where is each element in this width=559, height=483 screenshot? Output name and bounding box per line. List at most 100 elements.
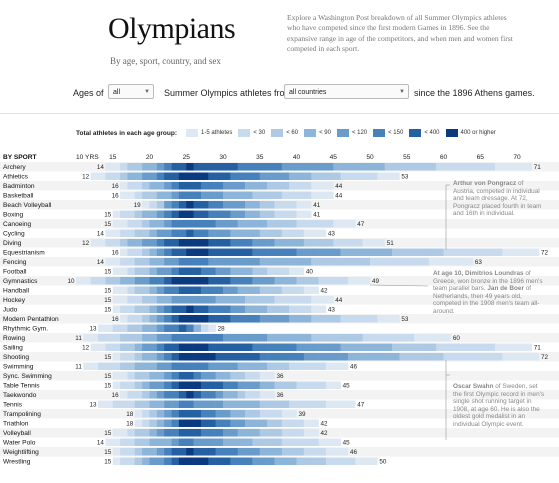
age-cell <box>178 229 187 237</box>
age-cell <box>120 381 128 389</box>
x-tick-label: 30 <box>219 154 227 161</box>
country-select[interactable]: all countries ▼ <box>284 84 409 99</box>
age-cell <box>171 448 180 456</box>
legend-label: < 90 <box>319 130 331 136</box>
age-cell <box>230 438 238 446</box>
age-cell <box>362 163 371 171</box>
min-age-label: 14 <box>97 259 105 266</box>
age-cell <box>267 448 275 456</box>
sport-label: Athletics <box>3 173 29 180</box>
age-cell <box>303 448 312 456</box>
age-cell <box>259 372 268 380</box>
age-cell <box>274 315 283 323</box>
age-cell <box>370 353 378 361</box>
note-connector <box>369 284 429 287</box>
age-cell <box>281 362 290 370</box>
age-cell <box>193 286 202 294</box>
age-cell <box>149 410 158 418</box>
age-cell <box>171 429 180 437</box>
age-cell <box>200 258 209 266</box>
age-cell <box>223 372 231 380</box>
age-cell <box>370 343 378 351</box>
age-cell <box>259 419 268 427</box>
age-cell <box>340 362 349 370</box>
age-cell <box>186 296 194 304</box>
age-cell <box>340 343 349 351</box>
age-cell <box>127 210 136 218</box>
age-cell <box>267 315 275 323</box>
age-cell <box>223 305 231 313</box>
age-cell <box>171 419 180 427</box>
age-cell <box>215 448 224 456</box>
age-cell <box>362 457 371 465</box>
age-cell <box>281 296 290 304</box>
age-cell <box>164 438 172 446</box>
age-cell <box>171 391 180 399</box>
age-cell <box>112 172 121 180</box>
age-cell <box>171 457 180 465</box>
sport-label: Hockey <box>3 297 26 304</box>
age-cell <box>134 400 143 408</box>
age-cell <box>230 305 238 313</box>
age-cell <box>362 239 371 247</box>
age-cell <box>156 220 165 228</box>
age-cell <box>90 172 99 180</box>
age-cell <box>325 163 334 171</box>
page-subtitle: By age, sport, country, and sex <box>110 56 221 66</box>
age-cell <box>105 229 114 237</box>
age-cell <box>355 457 363 465</box>
age-cell <box>347 258 356 266</box>
age-cell <box>267 391 275 399</box>
age-cell <box>252 353 261 361</box>
max-age-label: 39 <box>299 411 307 418</box>
age-cell <box>259 448 268 456</box>
age-cell <box>245 239 253 247</box>
age-cell <box>296 353 305 361</box>
age-cell <box>347 343 356 351</box>
age-cell <box>112 334 121 342</box>
age-cell <box>120 362 128 370</box>
age-cell <box>215 372 224 380</box>
age-cell <box>377 172 385 180</box>
age-cell <box>289 334 297 342</box>
age-cell <box>112 429 121 437</box>
age-cell <box>186 191 194 199</box>
age-cell <box>120 448 128 456</box>
max-age-label: 60 <box>453 335 461 342</box>
age-cell <box>230 353 238 361</box>
note-loundras: At age 10, Dimitrios Loundras of Greece,… <box>433 270 547 316</box>
age-cell <box>215 296 224 304</box>
age-cell <box>149 391 158 399</box>
age-cell <box>156 315 165 323</box>
age-cell <box>164 229 172 237</box>
age-cell <box>223 239 231 247</box>
age-cell <box>142 391 150 399</box>
age-cell <box>281 429 290 437</box>
age-cell <box>267 286 275 294</box>
max-age-label: 44 <box>335 183 343 190</box>
age-cell <box>112 457 121 465</box>
age-cell <box>105 258 114 266</box>
age-cell <box>362 258 371 266</box>
age-cell <box>281 286 290 294</box>
min-age-label: 15 <box>104 221 112 228</box>
age-cell <box>289 362 297 370</box>
age-cell <box>112 305 121 313</box>
age-cell <box>281 400 290 408</box>
age-cell <box>362 248 371 256</box>
age-cell <box>230 296 238 304</box>
age-cell <box>325 353 334 361</box>
age-cell <box>164 362 172 370</box>
ages-select[interactable]: all ▼ <box>108 84 154 99</box>
age-cell <box>193 429 202 437</box>
age-cell <box>303 438 312 446</box>
age-cell <box>296 191 305 199</box>
age-cell <box>156 305 165 313</box>
age-cell <box>524 248 532 256</box>
age-cell <box>303 191 312 199</box>
age-cell <box>200 191 209 199</box>
age-cell <box>215 305 224 313</box>
age-cell <box>178 334 187 342</box>
age-cell <box>289 201 297 209</box>
age-cell <box>105 400 114 408</box>
